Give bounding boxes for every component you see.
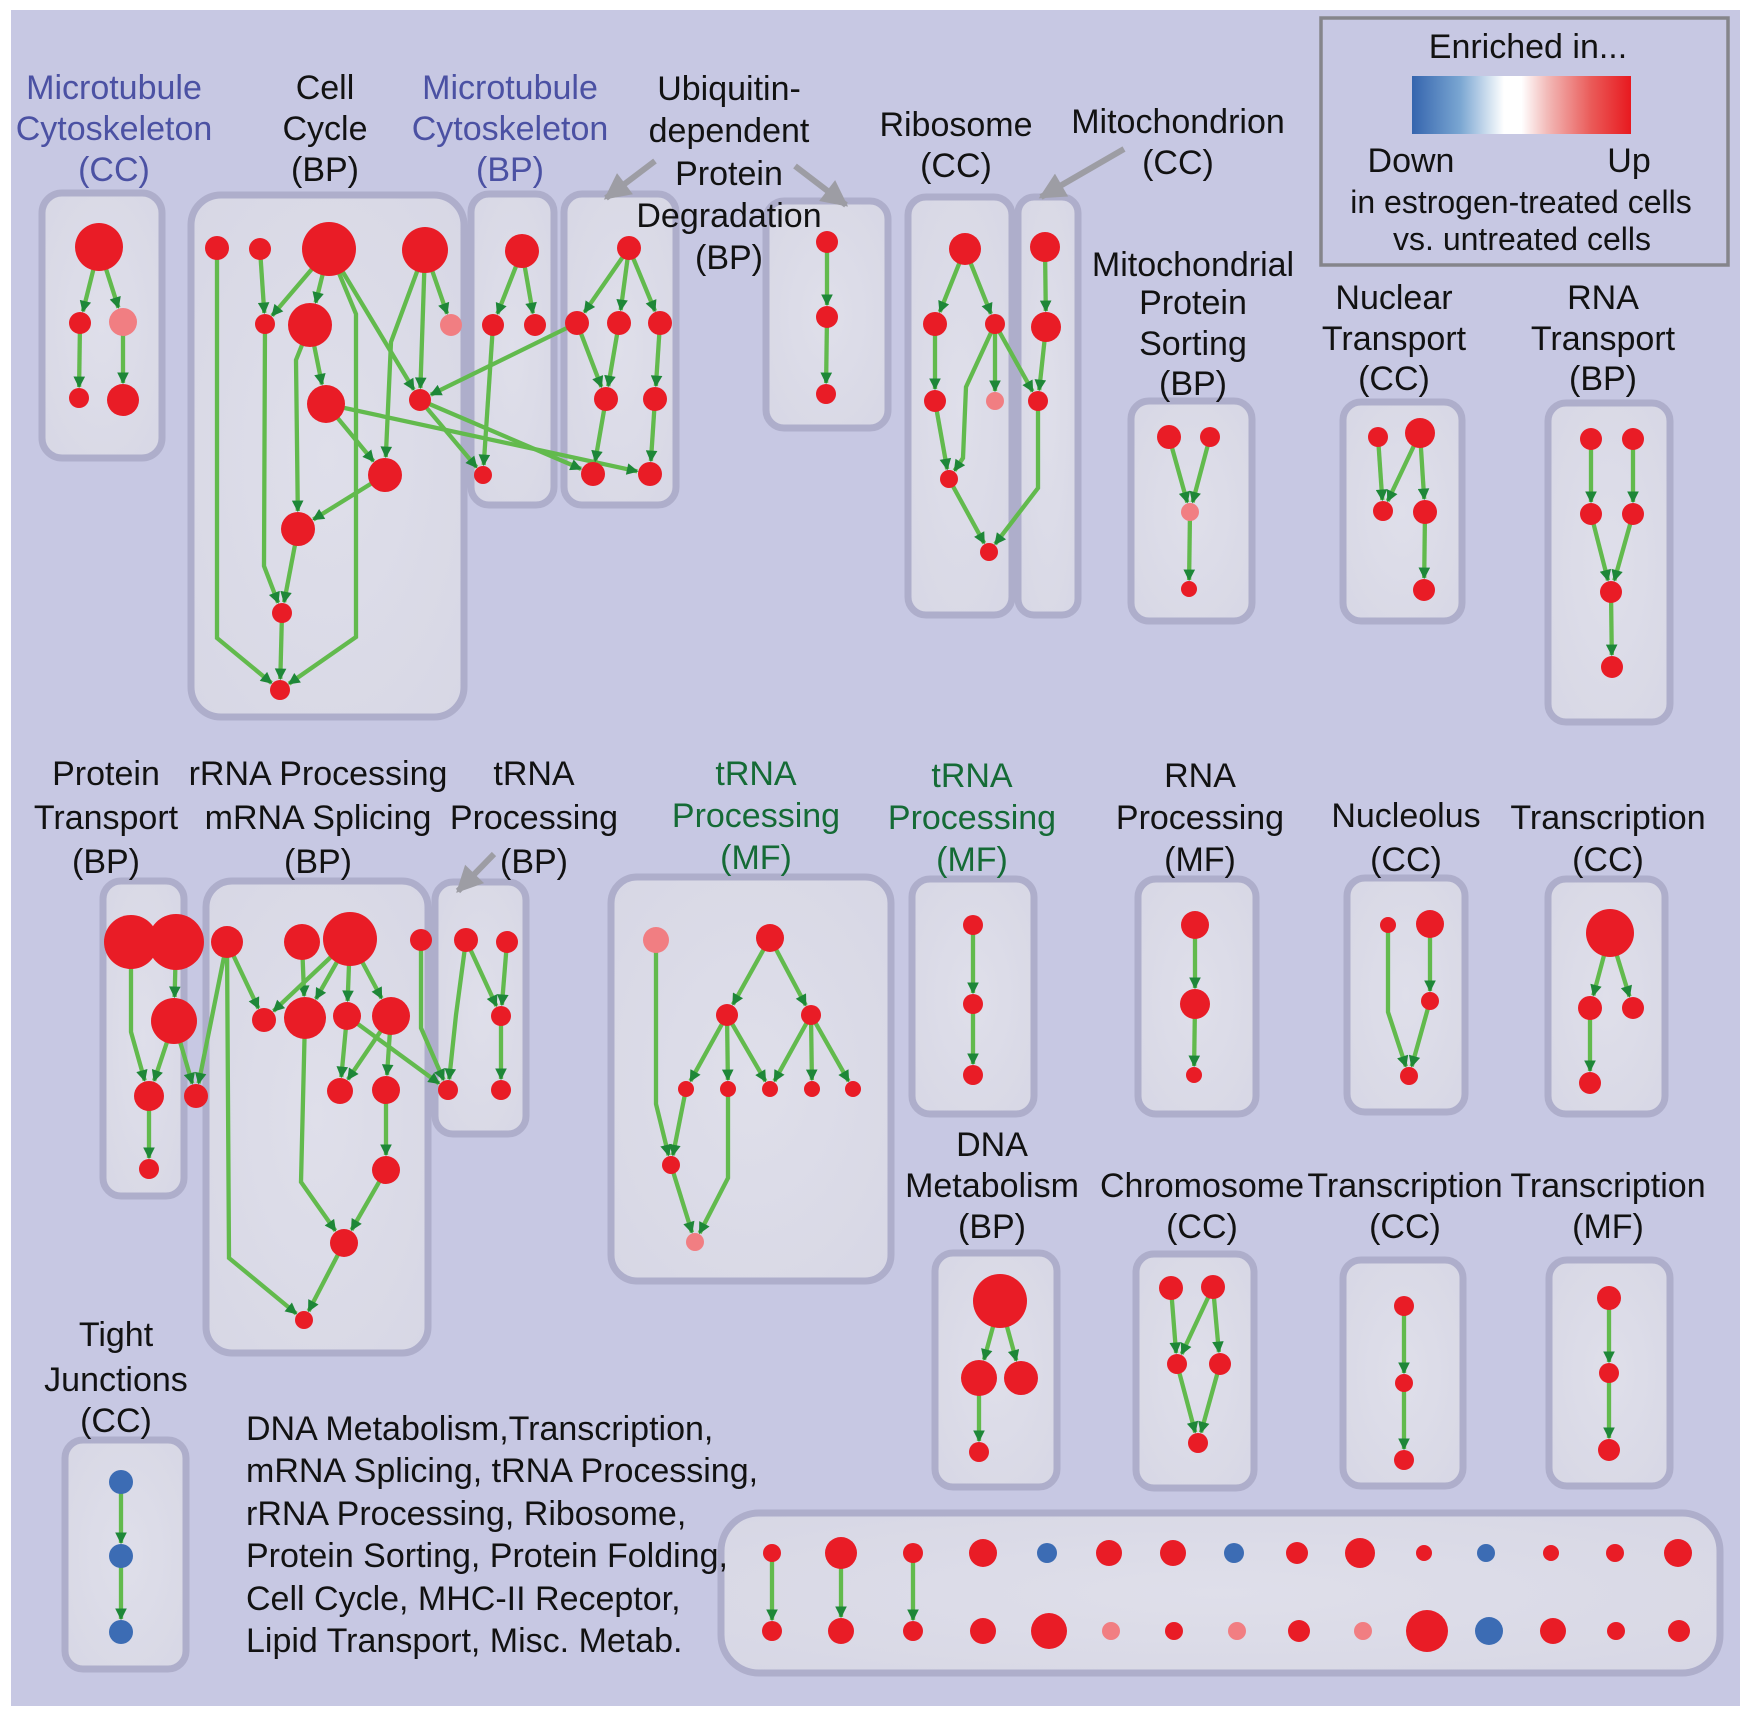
svg-text:vs. untreated cells: vs. untreated cells xyxy=(1393,221,1651,257)
svg-text:RNA: RNA xyxy=(1567,279,1639,317)
svg-text:Processing: Processing xyxy=(450,799,618,837)
svg-text:tRNA: tRNA xyxy=(931,757,1013,795)
svg-text:(BP): (BP) xyxy=(500,843,568,881)
svg-text:Cycle: Cycle xyxy=(282,110,367,148)
svg-text:mRNA Splicing, tRNA Processing: mRNA Splicing, tRNA Processing, xyxy=(246,1452,758,1490)
svg-text:Down: Down xyxy=(1368,142,1455,180)
svg-text:(CC): (CC) xyxy=(1572,841,1644,879)
svg-text:Cytoskeleton: Cytoskeleton xyxy=(412,110,609,148)
svg-text:RNA: RNA xyxy=(1164,757,1236,795)
svg-text:Metabolism: Metabolism xyxy=(905,1167,1079,1205)
svg-text:Ubiquitin-: Ubiquitin- xyxy=(657,70,801,108)
svg-text:rRNA Processing, Ribosome,: rRNA Processing, Ribosome, xyxy=(246,1495,686,1533)
svg-text:Transport: Transport xyxy=(34,799,179,837)
svg-text:(CC): (CC) xyxy=(80,1402,152,1440)
svg-text:Transcription: Transcription xyxy=(1510,799,1705,837)
svg-text:Processing: Processing xyxy=(888,799,1056,837)
svg-text:Nucleolus: Nucleolus xyxy=(1331,797,1480,835)
svg-text:DNA Metabolism,Transcription,: DNA Metabolism,Transcription, xyxy=(246,1410,713,1448)
svg-text:Lipid Transport, Misc. Metab.: Lipid Transport, Misc. Metab. xyxy=(246,1622,683,1660)
svg-text:Microtubule: Microtubule xyxy=(422,69,598,107)
svg-text:Protein Sorting, Protein Foldi: Protein Sorting, Protein Folding, xyxy=(246,1537,728,1575)
svg-text:(BP): (BP) xyxy=(72,843,140,881)
svg-text:mRNA Splicing: mRNA Splicing xyxy=(205,799,432,837)
svg-text:(CC): (CC) xyxy=(78,151,150,189)
svg-text:Processing: Processing xyxy=(1116,799,1284,837)
svg-text:Transport: Transport xyxy=(1322,320,1467,358)
svg-text:(MF): (MF) xyxy=(720,839,792,877)
svg-text:Transcription: Transcription xyxy=(1307,1167,1502,1205)
svg-text:Protein: Protein xyxy=(675,155,783,193)
svg-text:(CC): (CC) xyxy=(1370,841,1442,879)
svg-text:Mitochondrial: Mitochondrial xyxy=(1092,246,1294,284)
svg-text:Sorting: Sorting xyxy=(1139,325,1247,363)
svg-text:Cell Cycle, MHC-II Receptor,: Cell Cycle, MHC-II Receptor, xyxy=(246,1580,681,1618)
svg-text:Cell: Cell xyxy=(296,69,355,107)
svg-text:Nuclear: Nuclear xyxy=(1335,279,1452,317)
svg-text:Junctions: Junctions xyxy=(44,1361,188,1399)
svg-text:Chromosome: Chromosome xyxy=(1100,1167,1304,1205)
svg-text:Microtubule: Microtubule xyxy=(26,69,202,107)
svg-text:Protein: Protein xyxy=(52,755,160,793)
svg-text:Up: Up xyxy=(1607,142,1650,180)
svg-text:(CC): (CC) xyxy=(1142,144,1214,182)
svg-text:(BP): (BP) xyxy=(291,151,359,189)
svg-text:Cytoskeleton: Cytoskeleton xyxy=(16,110,213,148)
svg-text:tRNA: tRNA xyxy=(493,755,575,793)
svg-text:(CC): (CC) xyxy=(1369,1208,1441,1246)
svg-text:(BP): (BP) xyxy=(958,1208,1026,1246)
svg-text:(CC): (CC) xyxy=(1166,1208,1238,1246)
svg-text:(CC): (CC) xyxy=(920,147,992,185)
svg-text:Tight: Tight xyxy=(79,1316,154,1354)
svg-text:(MF): (MF) xyxy=(936,841,1008,879)
svg-text:Ribosome: Ribosome xyxy=(879,106,1032,144)
svg-text:Protein: Protein xyxy=(1139,284,1247,322)
svg-text:rRNA Processing: rRNA Processing xyxy=(189,755,448,793)
svg-text:(MF): (MF) xyxy=(1572,1208,1644,1246)
svg-text:(MF): (MF) xyxy=(1164,841,1236,879)
svg-text:(BP): (BP) xyxy=(284,843,352,881)
svg-text:Transcription: Transcription xyxy=(1510,1167,1705,1205)
svg-text:(BP): (BP) xyxy=(1159,365,1227,403)
svg-text:in estrogen-treated cells: in estrogen-treated cells xyxy=(1350,184,1692,220)
svg-text:DNA: DNA xyxy=(956,1126,1028,1164)
svg-text:(BP): (BP) xyxy=(1569,360,1637,398)
svg-text:(CC): (CC) xyxy=(1358,360,1430,398)
svg-text:(BP): (BP) xyxy=(695,239,763,277)
svg-text:(BP): (BP) xyxy=(476,151,544,189)
svg-text:Transport: Transport xyxy=(1531,320,1676,358)
svg-text:Mitochondrion: Mitochondrion xyxy=(1071,103,1285,141)
svg-text:Processing: Processing xyxy=(672,797,840,835)
svg-text:Enriched in...: Enriched in... xyxy=(1429,28,1627,66)
svg-text:Degradation: Degradation xyxy=(636,197,821,235)
svg-text:dependent: dependent xyxy=(649,112,810,150)
svg-text:tRNA: tRNA xyxy=(715,755,797,793)
